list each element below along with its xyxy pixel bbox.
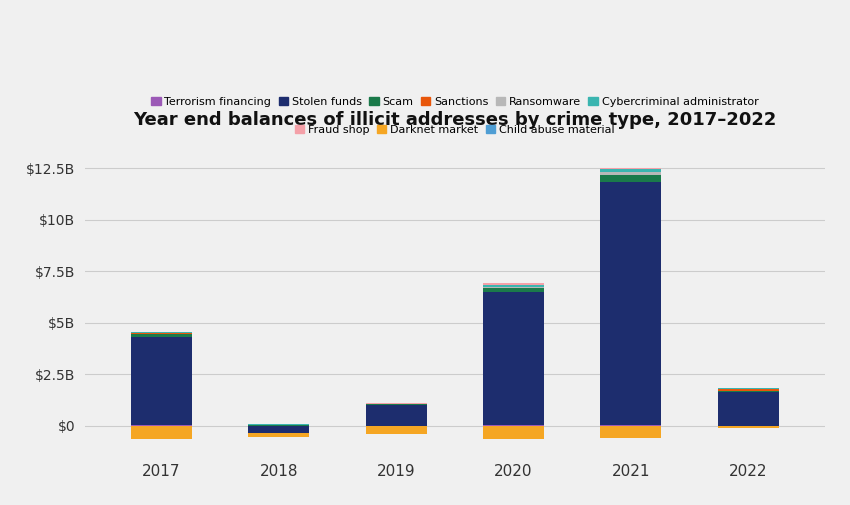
Bar xyxy=(131,332,192,333)
Bar xyxy=(483,288,544,291)
Bar xyxy=(600,172,661,175)
Bar xyxy=(366,404,427,405)
Bar xyxy=(717,389,779,390)
Bar xyxy=(600,168,661,169)
Bar xyxy=(248,433,309,437)
Bar xyxy=(600,182,661,425)
Bar xyxy=(717,391,779,426)
Bar xyxy=(131,337,192,425)
Bar xyxy=(483,285,544,287)
Bar xyxy=(717,426,779,428)
Bar xyxy=(131,426,192,439)
Bar xyxy=(600,175,661,182)
Bar xyxy=(248,426,309,433)
Bar xyxy=(483,287,544,288)
Bar xyxy=(717,390,779,391)
Title: Year end balances of illicit addresses by crime type, 2017–2022: Year end balances of illicit addresses b… xyxy=(133,111,776,129)
Bar xyxy=(248,425,309,426)
Bar xyxy=(131,334,192,337)
Bar xyxy=(483,283,544,285)
Bar xyxy=(483,291,544,425)
Bar xyxy=(483,426,544,439)
Bar xyxy=(366,405,427,426)
Bar xyxy=(366,426,427,434)
Bar xyxy=(600,169,661,172)
Legend: Fraud shop, Darknet market, Child abuse material: Fraud shop, Darknet market, Child abuse … xyxy=(291,120,619,139)
Bar xyxy=(600,426,661,438)
